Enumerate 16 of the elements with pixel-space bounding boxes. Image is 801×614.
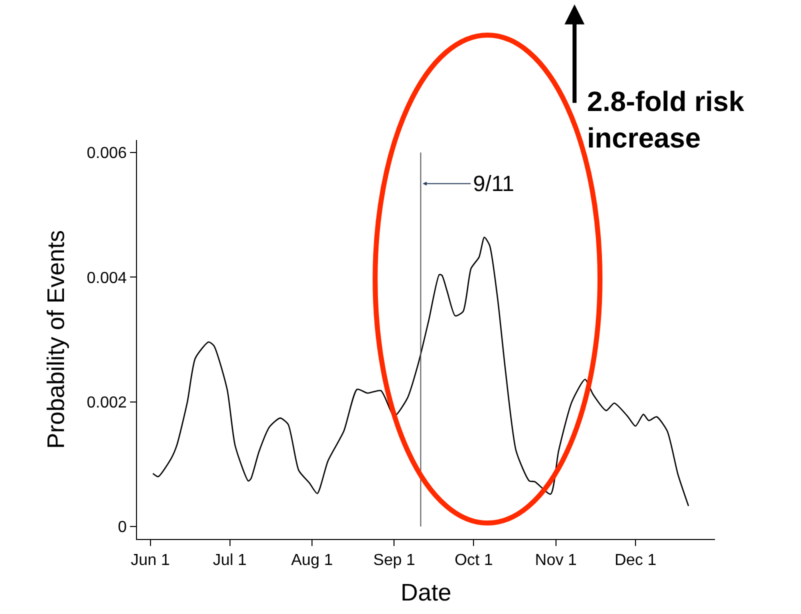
x-tick-label: Dec 1: [614, 552, 656, 570]
y-tick-label: 0.006: [86, 145, 127, 162]
x-tick-label: Jun 1: [130, 552, 170, 570]
y-tick-label: 0: [118, 519, 127, 536]
y-axis-title: Probability of Events: [42, 230, 70, 449]
x-tick-label: Aug 1: [291, 552, 333, 570]
ref-line-label: 9/11: [473, 171, 514, 196]
y-tick-label: 0.004: [86, 270, 127, 287]
line-series: [152, 236, 690, 507]
x-tick-label: Jul 1: [212, 552, 247, 570]
x-axis-title: Date: [400, 580, 452, 606]
x-tick-label: Sep 1: [373, 552, 416, 570]
x-tick-label: Oct 1: [454, 552, 493, 570]
annotation: 2.8-fold risk increase: [587, 86, 745, 154]
x-tick-label: Nov 1: [535, 552, 577, 570]
y-tick-label: 0.002: [86, 394, 127, 412]
